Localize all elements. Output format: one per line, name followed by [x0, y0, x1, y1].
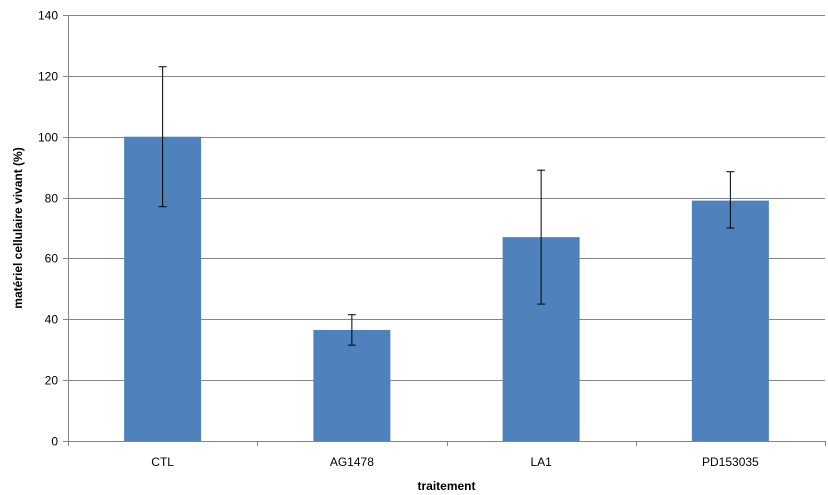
y-tick-label-5: 100 — [38, 131, 58, 145]
x-tick-labels: CTL AG1478 LA1 PD153035 — [151, 455, 759, 469]
error-bar-la1 — [537, 169, 546, 305]
error-bar-ctl — [158, 66, 167, 208]
x-axis-title: traitement — [417, 479, 475, 493]
y-tick-label-4: 80 — [45, 192, 59, 206]
y-tick-label-3: 60 — [45, 252, 59, 266]
y-tick-label-1: 20 — [45, 374, 59, 388]
bars — [124, 136, 769, 441]
error-bar-pd153035 — [726, 171, 735, 229]
error-bars — [158, 66, 735, 346]
y-tick-label-6: 120 — [38, 70, 58, 84]
x-tick-label-ctl: CTL — [151, 455, 174, 469]
bar-ag1478 — [313, 329, 391, 441]
y-tick-labels: 0 20 40 60 80 100 120 140 — [38, 9, 58, 449]
bar-pd153035 — [691, 200, 769, 441]
x-tick-label-ag1478: AG1478 — [330, 455, 374, 469]
x-tick-label-pd153035: PD153035 — [702, 455, 759, 469]
y-tick-label-2: 40 — [45, 313, 59, 327]
x-tick-label-la1: LA1 — [530, 455, 552, 469]
error-bar-ag1478 — [347, 314, 356, 346]
y-tick-label-7: 140 — [38, 9, 58, 23]
y-tick-label-0: 0 — [51, 435, 58, 449]
axes — [63, 15, 826, 446]
y-axis-title: matériel cellulaire vivant (%) — [11, 147, 25, 308]
